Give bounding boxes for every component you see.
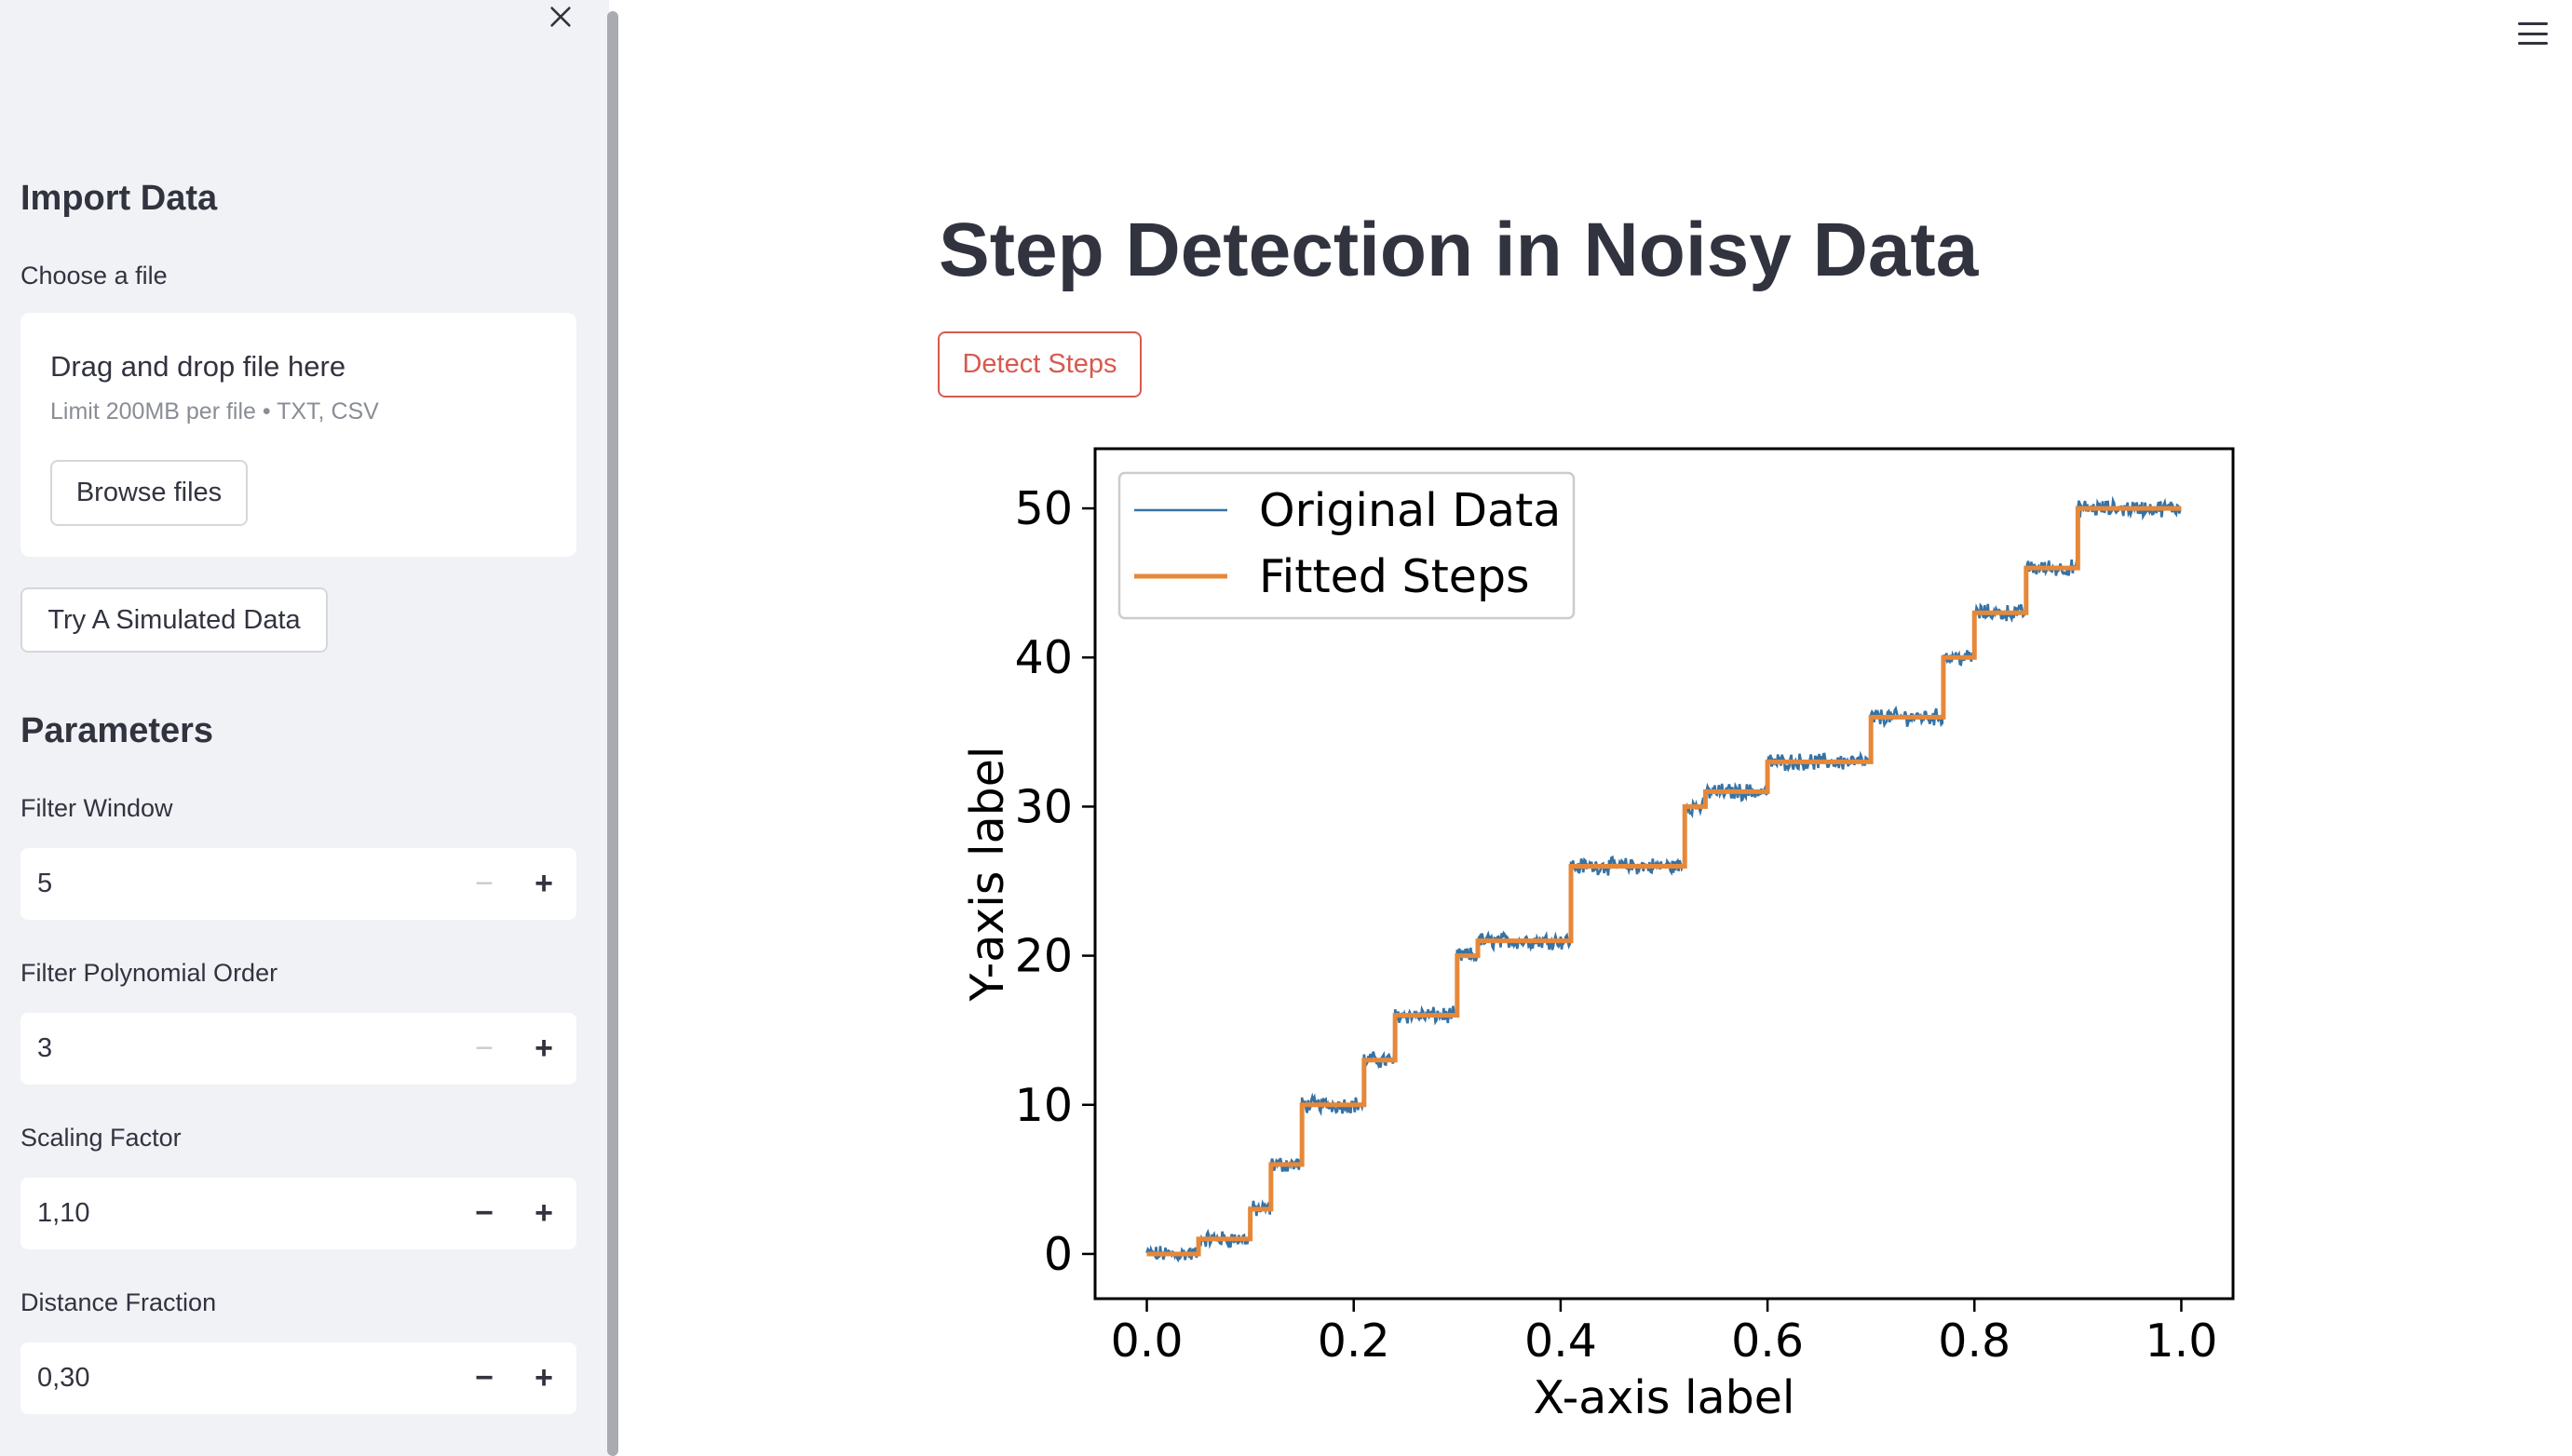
- legend-box: [1117, 471, 1576, 620]
- x-axis-label: X-axis label: [1533, 1371, 1794, 1424]
- filter-window-value[interactable]: 5: [37, 869, 53, 898]
- y-tick-label: 30: [1015, 780, 1073, 833]
- dropzone-title: Drag and drop file here: [50, 350, 346, 383]
- y-tick-label: 10: [1015, 1079, 1073, 1132]
- plot-series: [1145, 495, 2182, 1263]
- x-tick-label: 0.0: [1111, 1314, 1184, 1368]
- scaling-factor-decrement[interactable]: −: [475, 1195, 494, 1231]
- choose-file-label: Choose a file: [20, 262, 168, 290]
- filter-window-input[interactable]: 5 − +: [20, 848, 576, 920]
- page-title: Step Detection in Noisy Data: [939, 208, 1979, 292]
- import-data-heading: Import Data: [20, 179, 218, 218]
- browse-files-button[interactable]: Browse files: [50, 460, 248, 526]
- detect-steps-button[interactable]: Detect Steps: [938, 331, 1142, 398]
- step-chart: 0.0 0.2 0.4 0.6 0.8 1.0 0 10 20 30 40 50 Original D…: [961, 447, 2235, 1424]
- distance-fraction-label: Distance Fraction: [20, 1288, 217, 1316]
- y-tick-label: 50: [1015, 482, 1073, 535]
- close-icon: [550, 7, 571, 27]
- y-tick-label: 40: [1015, 631, 1073, 684]
- x-tick-label: 0.4: [1524, 1314, 1597, 1368]
- filter-window-label: Filter Window: [20, 794, 173, 822]
- axes: 0.0 0.2 0.4 0.6 0.8 1.0 0 10 20 30 40 50: [1015, 482, 2218, 1368]
- filter-polynomial-order-input[interactable]: 3 − +: [20, 1013, 576, 1085]
- filter-polynomial-order-increment[interactable]: +: [535, 1031, 553, 1066]
- filter-polynomial-order-value[interactable]: 3: [37, 1033, 53, 1063]
- x-tick-label: 0.8: [1938, 1314, 2010, 1368]
- distance-fraction-decrement[interactable]: −: [475, 1360, 494, 1395]
- x-tick-label: 0.2: [1318, 1314, 1390, 1368]
- scaling-factor-value[interactable]: 1,10: [37, 1198, 90, 1228]
- distance-fraction-input[interactable]: 0,30 − +: [20, 1342, 576, 1414]
- x-tick-label: 0.6: [1731, 1314, 1804, 1368]
- file-dropzone[interactable]: Drag and drop file here Limit 200MB per …: [20, 313, 576, 557]
- distance-fraction-value[interactable]: 0,30: [37, 1363, 90, 1393]
- legend: Original Data Fitted Steps: [1117, 471, 1576, 620]
- close-sidebar-button[interactable]: [542, 0, 579, 34]
- legend-label: Fitted Steps: [1259, 550, 1530, 603]
- x-tick-label: 1.0: [2145, 1314, 2217, 1368]
- scaling-factor-increment[interactable]: +: [535, 1195, 553, 1231]
- sidebar-scrollbar[interactable]: [607, 11, 618, 1456]
- dropzone-limit: Limit 200MB per file • TXT, CSV: [50, 398, 379, 425]
- hamburger-menu-icon[interactable]: [2514, 17, 2552, 50]
- scaling-factor-input[interactable]: 1,10 − +: [20, 1178, 576, 1249]
- y-tick-label: 0: [1044, 1228, 1073, 1281]
- legend-label: Original Data: [1259, 484, 1561, 537]
- filter-window-decrement[interactable]: −: [475, 866, 494, 901]
- try-simulated-data-button[interactable]: Try A Simulated Data: [20, 587, 328, 653]
- filter-window-increment[interactable]: +: [535, 866, 553, 901]
- filter-polynomial-order-decrement[interactable]: −: [475, 1031, 494, 1066]
- sidebar: Import Data Choose a file Drag and drop …: [0, 0, 609, 1456]
- y-axis-label: Y-axis label: [961, 746, 1014, 1002]
- parameters-heading: Parameters: [20, 711, 214, 750]
- y-tick-label: 20: [1015, 930, 1073, 983]
- distance-fraction-increment[interactable]: +: [535, 1360, 553, 1395]
- scaling-factor-label: Scaling Factor: [20, 1124, 182, 1152]
- series-fitted-steps: [1146, 506, 2182, 1257]
- filter-polynomial-order-label: Filter Polynomial Order: [20, 959, 278, 987]
